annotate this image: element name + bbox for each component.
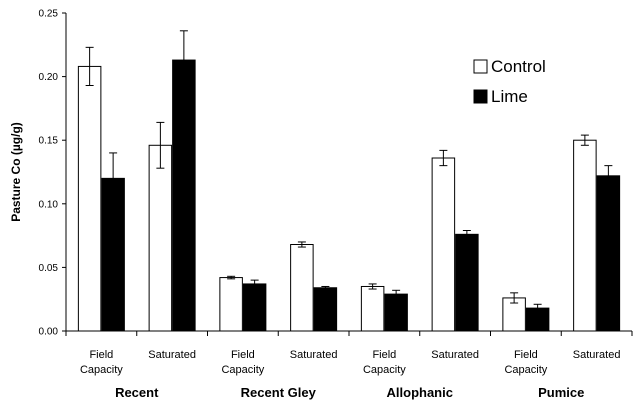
bar-lime bbox=[313, 287, 338, 332]
legend-label-lime: Lime bbox=[491, 87, 528, 106]
legend-swatch-control bbox=[473, 59, 488, 74]
bar-control bbox=[219, 277, 243, 332]
x-category-label: Field bbox=[514, 349, 538, 361]
x-group-label: Allophanic bbox=[387, 385, 453, 400]
x-category-label-line2: Capacity bbox=[363, 364, 406, 376]
x-category-label: Saturated bbox=[148, 349, 196, 361]
legend-label-control: Control bbox=[491, 57, 546, 76]
x-group-label: Pumice bbox=[538, 385, 584, 400]
y-tick-label: 0.15 bbox=[39, 136, 59, 147]
category-labels: Field Capacity Saturated Field Capacity Satur… bbox=[80, 349, 621, 376]
x-group-label: Recent Gley bbox=[241, 385, 317, 400]
y-axis-title: Pasture Co (µg/g) bbox=[9, 122, 23, 222]
bar-lime bbox=[242, 283, 267, 332]
bar-lime bbox=[172, 59, 196, 332]
bar-control bbox=[360, 285, 385, 332]
y-tick-label: 0.05 bbox=[39, 263, 59, 274]
bar-control bbox=[573, 139, 597, 332]
x-category-label: Field bbox=[372, 349, 396, 361]
x-group-label: Recent bbox=[115, 385, 159, 400]
y-tick-label: 0.25 bbox=[39, 9, 59, 20]
y-axis: 0.00 0.05 0.10 0.15 0.20 0.25 bbox=[39, 9, 67, 338]
x-category-label: Saturated bbox=[573, 349, 621, 361]
x-category-label: Field bbox=[231, 349, 255, 361]
x-category-label-line2: Capacity bbox=[221, 364, 264, 376]
x-category-label-line2: Capacity bbox=[80, 364, 123, 376]
y-tick-label: 0.00 bbox=[39, 327, 59, 338]
bars bbox=[77, 30, 621, 332]
y-tick-label: 0.10 bbox=[39, 199, 59, 210]
bar-control bbox=[77, 65, 102, 332]
bar-control bbox=[290, 244, 314, 332]
x-category-label: Saturated bbox=[431, 349, 479, 361]
x-category-label: Field bbox=[89, 349, 113, 361]
y-tick-label: 0.20 bbox=[39, 72, 59, 83]
bar-control bbox=[148, 144, 173, 332]
legend: Control Lime bbox=[473, 57, 546, 106]
bar-lime bbox=[384, 293, 408, 332]
x-category-label-line2: Capacity bbox=[504, 364, 547, 376]
bar-lime bbox=[455, 233, 479, 332]
legend-swatch-lime bbox=[473, 89, 488, 104]
x-axis bbox=[65, 330, 633, 336]
group-labels: Recent Recent Gley Allophanic Pumice bbox=[115, 385, 584, 400]
x-category-label: Saturated bbox=[290, 349, 338, 361]
bar-lime bbox=[596, 175, 621, 332]
bar-control bbox=[431, 157, 456, 332]
